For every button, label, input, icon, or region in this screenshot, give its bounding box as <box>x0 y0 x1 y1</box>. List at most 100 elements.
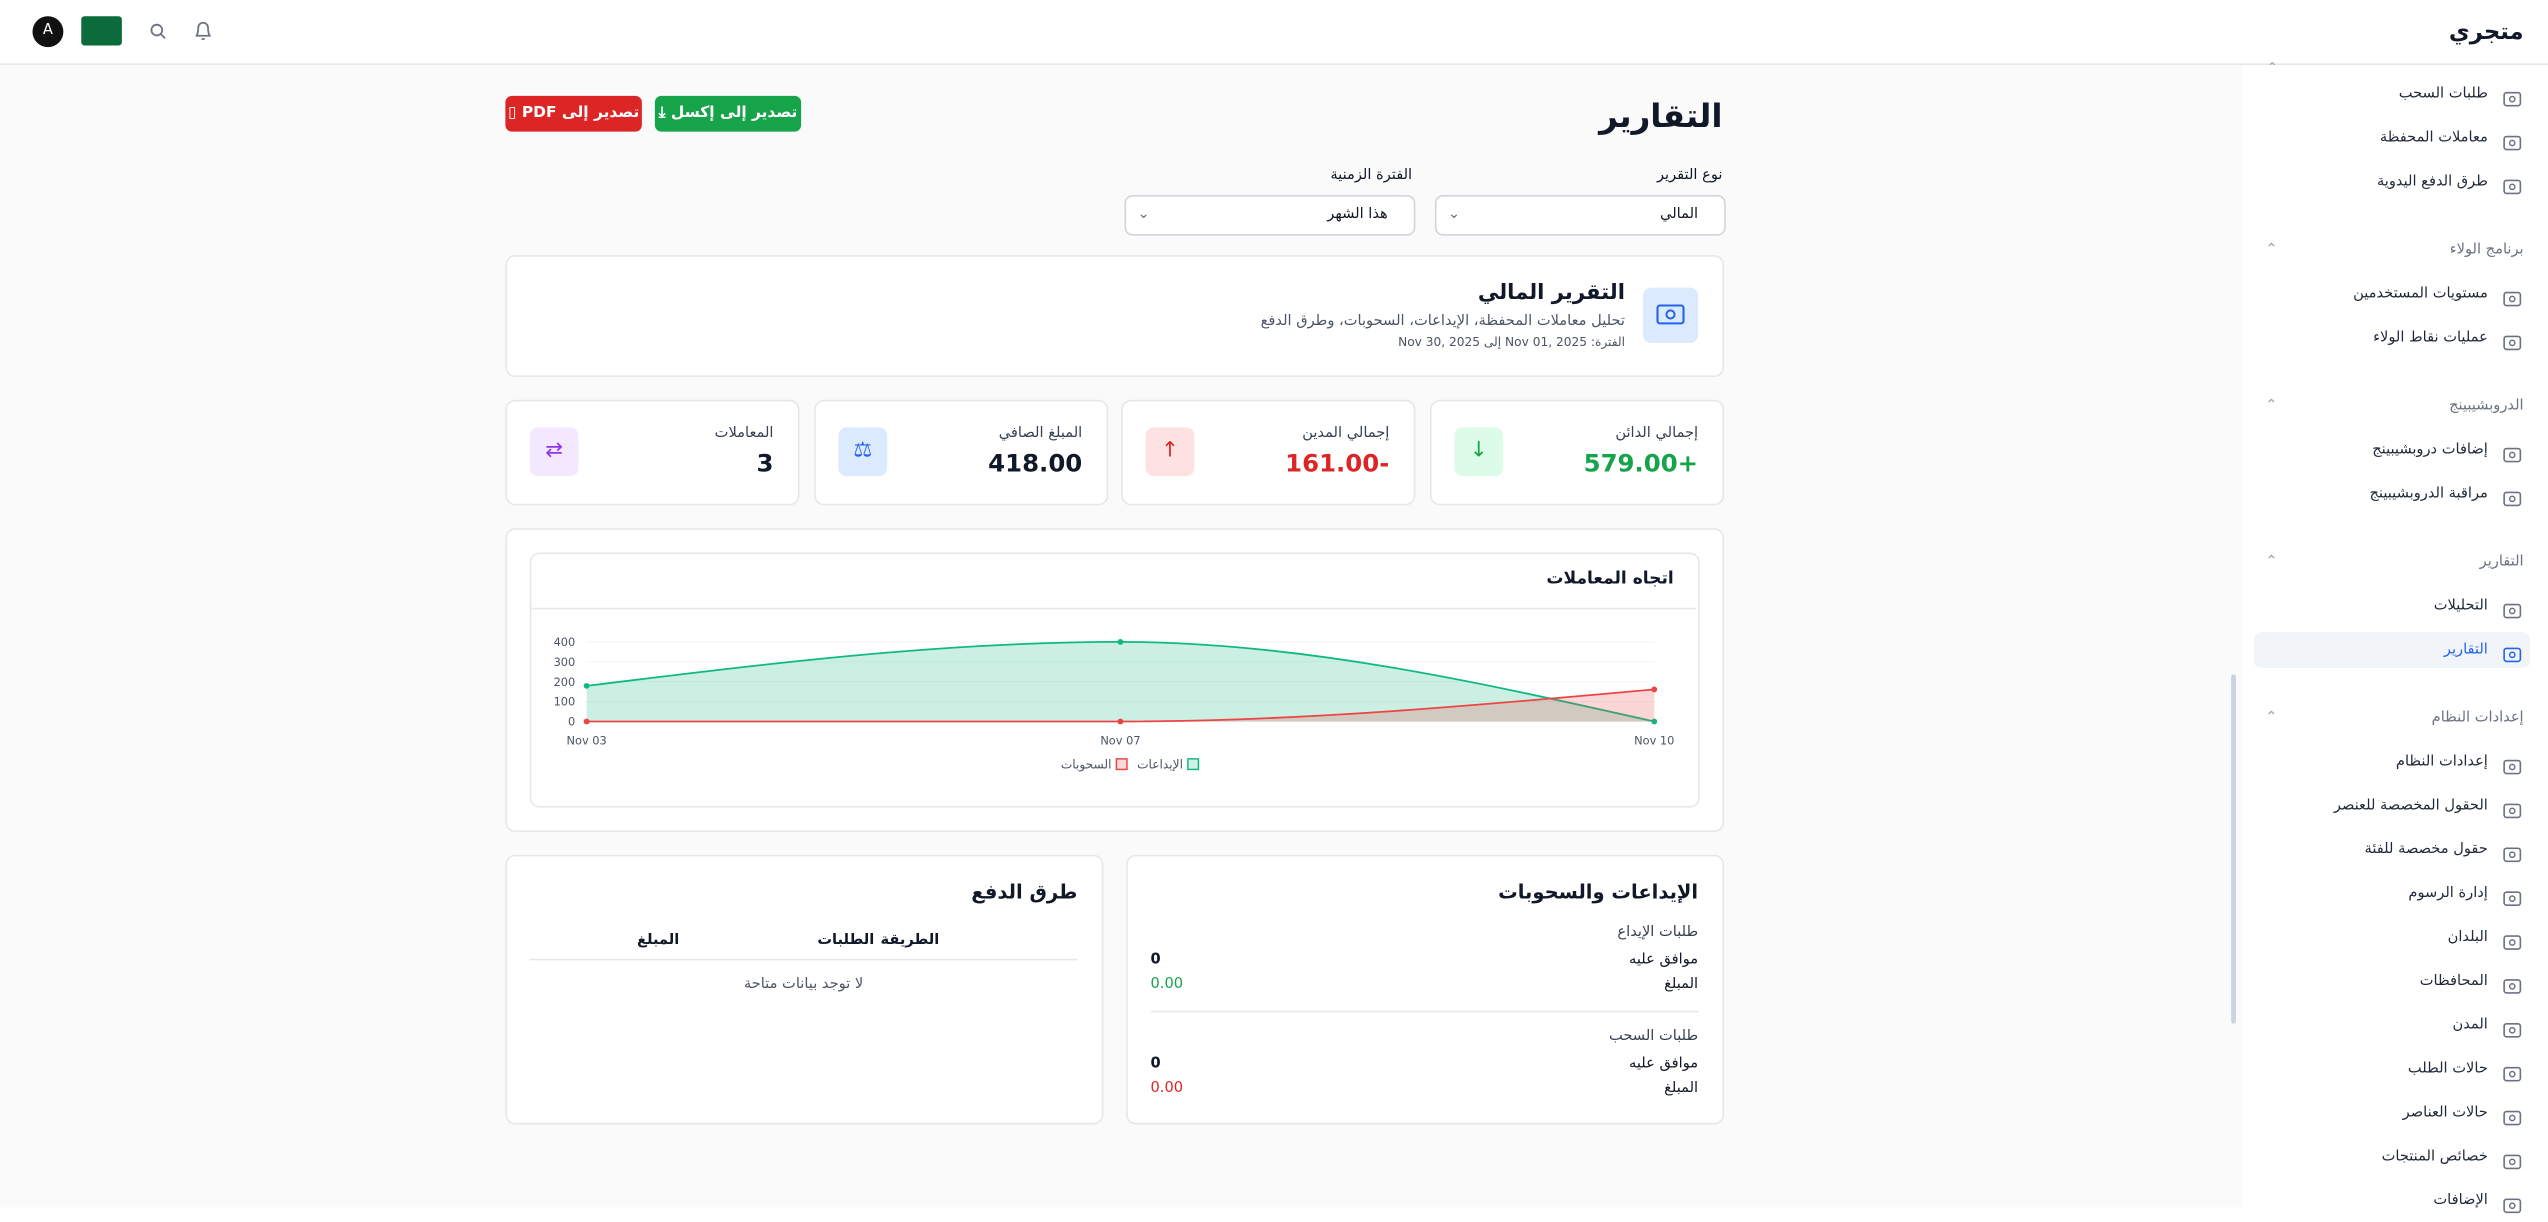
chevron: ⌄ <box>1448 205 1460 225</box>
menu-item[interactable]: التقارير <box>2444 640 2488 660</box>
x-tick-label: Nov 10 <box>1634 733 1674 747</box>
icon <box>2503 489 2523 509</box>
chevron[interactable]: ⌃ <box>2267 62 2278 75</box>
legend-item: السحوبات <box>1061 758 1127 773</box>
search-icon[interactable] <box>150 23 166 39</box>
menu-item[interactable]: حالات العناصر <box>2403 1103 2488 1123</box>
menu-icon <box>2503 328 2523 348</box>
stat-value: +579.00 <box>1584 447 1699 480</box>
menu-item[interactable]: الحقول المخصصة للعنصر <box>2334 796 2488 816</box>
icon <box>2503 757 2523 777</box>
legend-item: الإيداعات <box>1137 758 1198 772</box>
menu-item[interactable]: طرق الدفع اليدوية <box>2377 172 2488 192</box>
section-title[interactable]: برنامج الولاء <box>2450 241 2524 261</box>
menu-item[interactable]: معاملات المحفظة <box>2380 128 2488 148</box>
divider <box>530 959 1078 961</box>
menu-icon <box>2503 596 2523 616</box>
icon <box>2503 1021 2523 1041</box>
notifications-icon[interactable] <box>193 20 213 43</box>
section-title[interactable]: إعدادات النظام <box>2432 709 2524 729</box>
approved-label: موافق عليه <box>1629 1055 1698 1075</box>
menu-icon <box>2503 484 2523 504</box>
menu-icon <box>2503 1060 2523 1080</box>
icon <box>2503 445 2523 465</box>
legend-label: السحوبات <box>1061 758 1112 773</box>
amount-label: المبلغ <box>1664 1079 1698 1099</box>
y-tick-label: 300 <box>554 655 576 669</box>
legend-swatch <box>1116 759 1127 770</box>
report-title: التقرير المالي <box>1478 281 1625 307</box>
data-point <box>584 683 590 689</box>
menu-item[interactable]: حقول مخصصة للفئة <box>2365 840 2488 860</box>
chart-title: اتجاه المعاملات <box>1546 569 1673 590</box>
menu-item[interactable]: التحليلات <box>2434 596 2488 616</box>
y-tick-label: 100 <box>554 695 576 709</box>
card-title: طرق الدفع <box>971 881 1077 905</box>
group-title: طلبات السحب <box>1609 1027 1698 1047</box>
menu-item[interactable]: المدن <box>2452 1016 2487 1036</box>
stat-value: 418.00 <box>988 447 1082 480</box>
icon <box>2503 601 2523 621</box>
menu-item[interactable]: طلبات السحب <box>2399 85 2488 105</box>
menu-icon <box>2503 172 2523 192</box>
icon <box>2503 933 2523 953</box>
menu-item[interactable]: إضافات دروبشيبينج <box>2372 440 2488 460</box>
icon <box>2503 89 2523 109</box>
approved-count: 0 <box>1151 951 1161 971</box>
menu-item[interactable]: خصائص المنتجات <box>2382 1147 2488 1167</box>
chevron[interactable]: ⌃ <box>2265 710 2277 726</box>
menu-item[interactable]: عمليات نقاط الولاء <box>2373 328 2488 348</box>
amount-label: المبلغ <box>1664 975 1698 995</box>
stat-label: المبلغ الصافي <box>999 424 1083 444</box>
menu-item[interactable]: البلدان <box>2448 928 2488 948</box>
amount-value: 0.00 <box>1151 1079 1184 1099</box>
menu-icon <box>2503 440 2523 460</box>
stat-label: المعاملات <box>715 424 774 444</box>
menu-item[interactable]: مستويات المستخدمين <box>2353 284 2488 304</box>
brand: متجري <box>2449 18 2524 47</box>
section-title[interactable]: الدروبشيبينج <box>2449 397 2524 417</box>
select-value: المالي <box>1660 205 1698 225</box>
icon <box>2503 645 2523 665</box>
menu-item[interactable]: مراقبة الدروبشيبينج <box>2369 484 2487 504</box>
icon <box>2503 1196 2523 1216</box>
divider <box>1151 1011 1699 1013</box>
menu-item[interactable]: حالات الطلب <box>2408 1060 2488 1080</box>
icon <box>2503 977 2523 997</box>
avatar[interactable]: A <box>33 16 64 47</box>
export-pdf-button[interactable]: تصدير إلى PDF ▯ <box>505 96 642 132</box>
menu-item[interactable]: المحافظات <box>2420 972 2488 992</box>
column-header: الطلبات <box>817 931 874 951</box>
chevron[interactable]: ⌃ <box>2265 398 2277 414</box>
report-icon <box>1643 288 1698 343</box>
chevron[interactable]: ⌃ <box>2265 554 2277 570</box>
data-point <box>1118 639 1124 645</box>
menu-icon <box>2503 884 2523 904</box>
approved-count: 0 <box>1151 1055 1161 1075</box>
language-flag[interactable] <box>81 16 122 45</box>
select-value: هذا الشهر <box>1327 205 1387 225</box>
scrollbar[interactable] <box>2231 674 2236 1023</box>
export-excel-button[interactable]: تصدير إلى إكسل ⤓ <box>655 96 801 132</box>
icon <box>2503 889 2523 909</box>
active-item[interactable] <box>2254 632 2530 668</box>
data-point <box>1118 719 1124 725</box>
stat-label: إجمالي المدين <box>1302 424 1389 444</box>
section-title[interactable]: التقارير <box>2480 553 2524 573</box>
stat-icon: ↓ <box>1454 427 1503 476</box>
page-title: التقارير <box>1599 96 1722 135</box>
menu-icon <box>2503 752 2523 772</box>
icon <box>2503 1108 2523 1128</box>
menu-icon <box>2503 128 2523 148</box>
menu-item[interactable]: إدارة الرسوم <box>2408 884 2487 904</box>
legend-swatch <box>1188 759 1199 770</box>
chevron[interactable]: ⌃ <box>2265 242 2277 258</box>
icon <box>2503 133 2523 153</box>
amount-value: 0.00 <box>1151 975 1184 995</box>
stat-value: 3 <box>757 447 774 480</box>
menu-item[interactable]: إعدادات النظام <box>2396 752 2488 772</box>
stat-icon: ↑ <box>1146 427 1195 476</box>
data-point <box>1651 687 1657 693</box>
